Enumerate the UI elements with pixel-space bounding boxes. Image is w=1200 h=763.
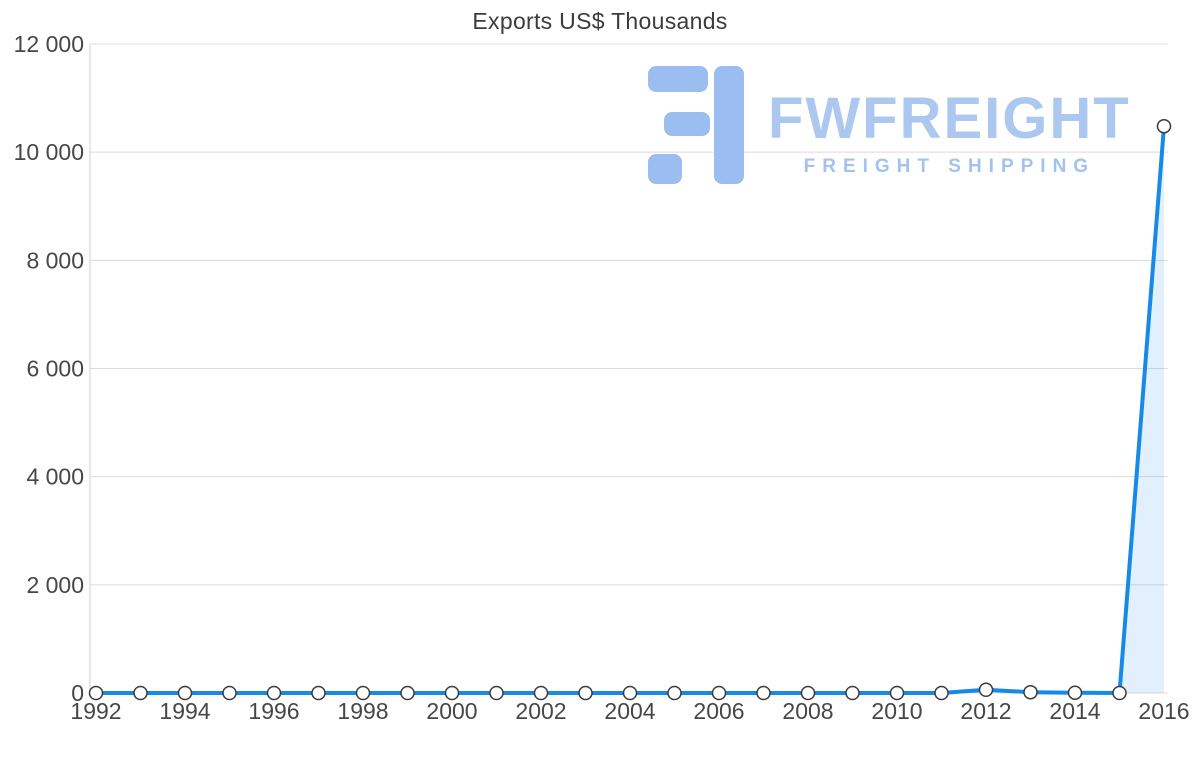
data-point-2014[interactable] xyxy=(1067,685,1083,700)
data-point-2003[interactable] xyxy=(578,685,593,701)
series-markers xyxy=(88,118,1172,701)
data-point-2007[interactable] xyxy=(756,685,771,701)
x-tick-label: 1992 xyxy=(70,698,121,724)
x-tick-label: 2004 xyxy=(604,698,655,724)
data-point-1997[interactable] xyxy=(311,685,326,701)
data-point-2016[interactable] xyxy=(1156,118,1172,134)
data-point-2015[interactable] xyxy=(1112,685,1127,701)
x-tick-label: 2016 xyxy=(1138,698,1189,724)
x-tick-label: 2008 xyxy=(782,698,833,724)
data-point-2012[interactable] xyxy=(978,682,994,698)
data-point-2000[interactable] xyxy=(444,685,460,701)
y-tick-label: 0 xyxy=(71,680,84,706)
data-point-2002[interactable] xyxy=(533,685,549,701)
data-point-1998[interactable] xyxy=(355,685,371,701)
y-axis-labels: 0 2 000 4 000 6 000 8 000 10 000 12 000 xyxy=(14,31,84,706)
data-point-1992[interactable] xyxy=(88,685,104,701)
x-tick-label: 2014 xyxy=(1049,698,1100,724)
data-point-2011[interactable] xyxy=(934,685,949,701)
x-tick-label: 2000 xyxy=(426,698,477,724)
x-tick-label: 1994 xyxy=(159,698,210,724)
data-point-1993[interactable] xyxy=(133,685,148,701)
data-point-1995[interactable] xyxy=(222,685,237,701)
data-point-2010[interactable] xyxy=(889,685,905,701)
y-tick-label: 8 000 xyxy=(26,247,84,273)
data-point-2005[interactable] xyxy=(667,685,682,701)
y-tick-label: 6 000 xyxy=(26,356,84,382)
series-area xyxy=(96,126,1164,693)
data-point-2001[interactable] xyxy=(489,685,504,701)
y-tick-label: 10 000 xyxy=(14,139,84,165)
data-point-1999[interactable] xyxy=(400,685,415,701)
x-tick-label: 2012 xyxy=(960,698,1011,724)
x-tick-label: 2010 xyxy=(871,698,922,724)
data-point-1994[interactable] xyxy=(177,685,193,701)
series-line xyxy=(94,124,1166,695)
chart-title: Exports US$ Thousands xyxy=(472,8,728,34)
x-tick-label: 1996 xyxy=(248,698,299,724)
y-tick-label: 12 000 xyxy=(14,31,84,57)
x-axis-labels: 1992 1994 1996 1998 2000 2002 2004 2006 2008 2010… xyxy=(70,698,1189,724)
data-point-2006[interactable] xyxy=(711,685,727,701)
x-tick-label: 2006 xyxy=(693,698,744,724)
area-fill xyxy=(96,126,1164,693)
y-tick-label: 4 000 xyxy=(26,464,84,490)
x-tick-label: 2002 xyxy=(515,698,566,724)
y-tick-label: 2 000 xyxy=(26,572,84,598)
data-point-1996[interactable] xyxy=(266,685,282,701)
data-point-2004[interactable] xyxy=(622,685,638,701)
x-tick-label: 1998 xyxy=(337,698,388,724)
data-point-2013[interactable] xyxy=(1023,684,1038,700)
gridlines xyxy=(90,43,1168,694)
line-path xyxy=(94,124,1166,695)
data-point-2009[interactable] xyxy=(845,685,860,701)
data-point-2008[interactable] xyxy=(800,685,816,701)
